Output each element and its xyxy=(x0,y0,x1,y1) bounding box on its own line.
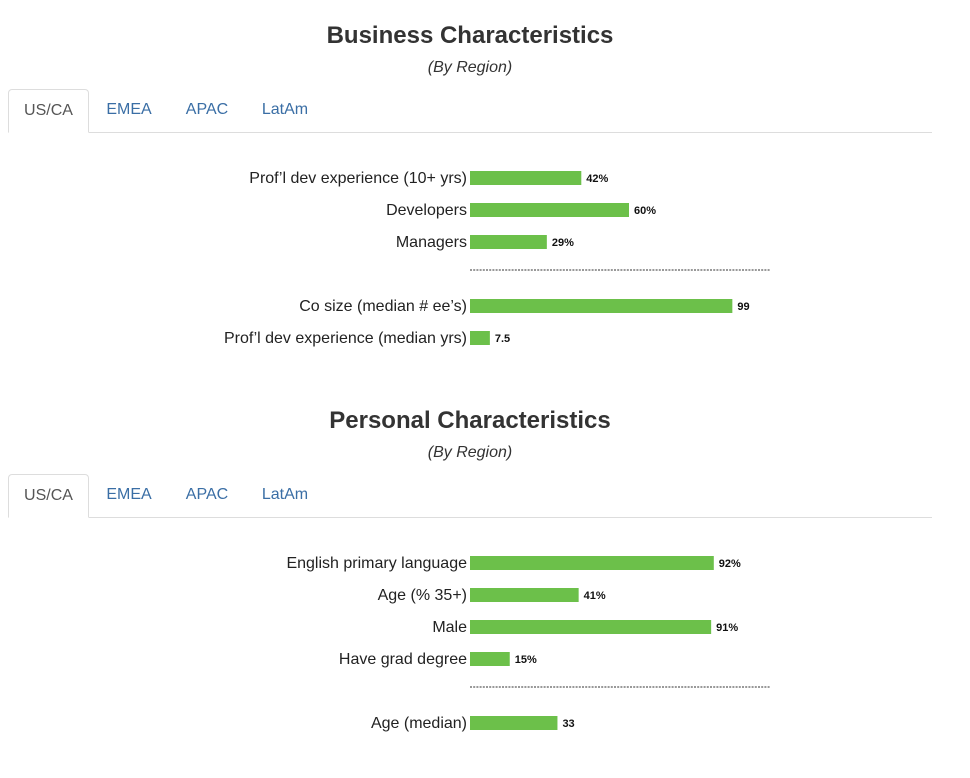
bar xyxy=(470,652,510,666)
bar xyxy=(470,331,490,345)
data-label: 99 xyxy=(737,301,749,313)
data-label: 7.5 xyxy=(495,333,510,345)
data-label: 42% xyxy=(586,173,608,185)
tab-emea[interactable]: EMEA xyxy=(106,101,152,118)
category-label: Co size (median # ee’s) xyxy=(299,298,467,315)
data-label: 41% xyxy=(584,590,606,602)
data-label: 33 xyxy=(562,718,574,730)
bar xyxy=(470,171,582,185)
business-characteristics-chart: Prof’l dev experience (10+ yrs) 42% Develo… xyxy=(224,170,770,347)
section-subtitle: (By Region) xyxy=(427,444,513,461)
category-label: Managers xyxy=(396,234,467,251)
tab-us-ca[interactable]: US/CA xyxy=(8,89,89,133)
tab-latam[interactable]: LatAm xyxy=(261,101,309,118)
tab-us-ca[interactable]: US/CA xyxy=(8,474,89,518)
category-label: Developers xyxy=(386,202,467,219)
tab-emea[interactable]: EMEA xyxy=(106,486,152,503)
data-label: 91% xyxy=(716,622,738,634)
category-label: Age (% 35+) xyxy=(378,587,467,604)
tab-apac[interactable]: APAC xyxy=(185,101,229,118)
data-label: 15% xyxy=(515,654,537,666)
bar xyxy=(470,620,712,634)
bar xyxy=(470,235,547,249)
category-label: Have grad degree xyxy=(339,651,467,668)
region-tabs: US/CA EMEA APAC LatAm xyxy=(8,474,932,518)
bar xyxy=(470,203,629,217)
data-label: 29% xyxy=(552,237,574,249)
category-label: English primary language xyxy=(286,555,467,572)
section-title: Business Characteristics xyxy=(326,22,614,49)
bar xyxy=(470,588,579,602)
category-label: Male xyxy=(432,619,467,636)
category-label: Prof’l dev experience (median yrs) xyxy=(224,330,467,347)
data-label: 60% xyxy=(634,205,656,217)
tab-apac[interactable]: APAC xyxy=(185,486,229,503)
bar xyxy=(470,299,733,313)
category-label: Prof’l dev experience (10+ yrs) xyxy=(249,170,467,187)
category-label: Age (median) xyxy=(371,715,467,732)
bar xyxy=(470,716,558,730)
data-label: 92% xyxy=(719,558,741,570)
section-subtitle: (By Region) xyxy=(427,59,513,76)
region-tabs: US/CA EMEA APAC LatAm xyxy=(8,89,932,133)
personal-characteristics-chart: English primary language 92% Age (% 35+) 41… xyxy=(286,555,770,732)
section-title: Personal Characteristics xyxy=(329,407,611,434)
bar xyxy=(470,556,714,570)
tab-latam[interactable]: LatAm xyxy=(261,486,309,503)
